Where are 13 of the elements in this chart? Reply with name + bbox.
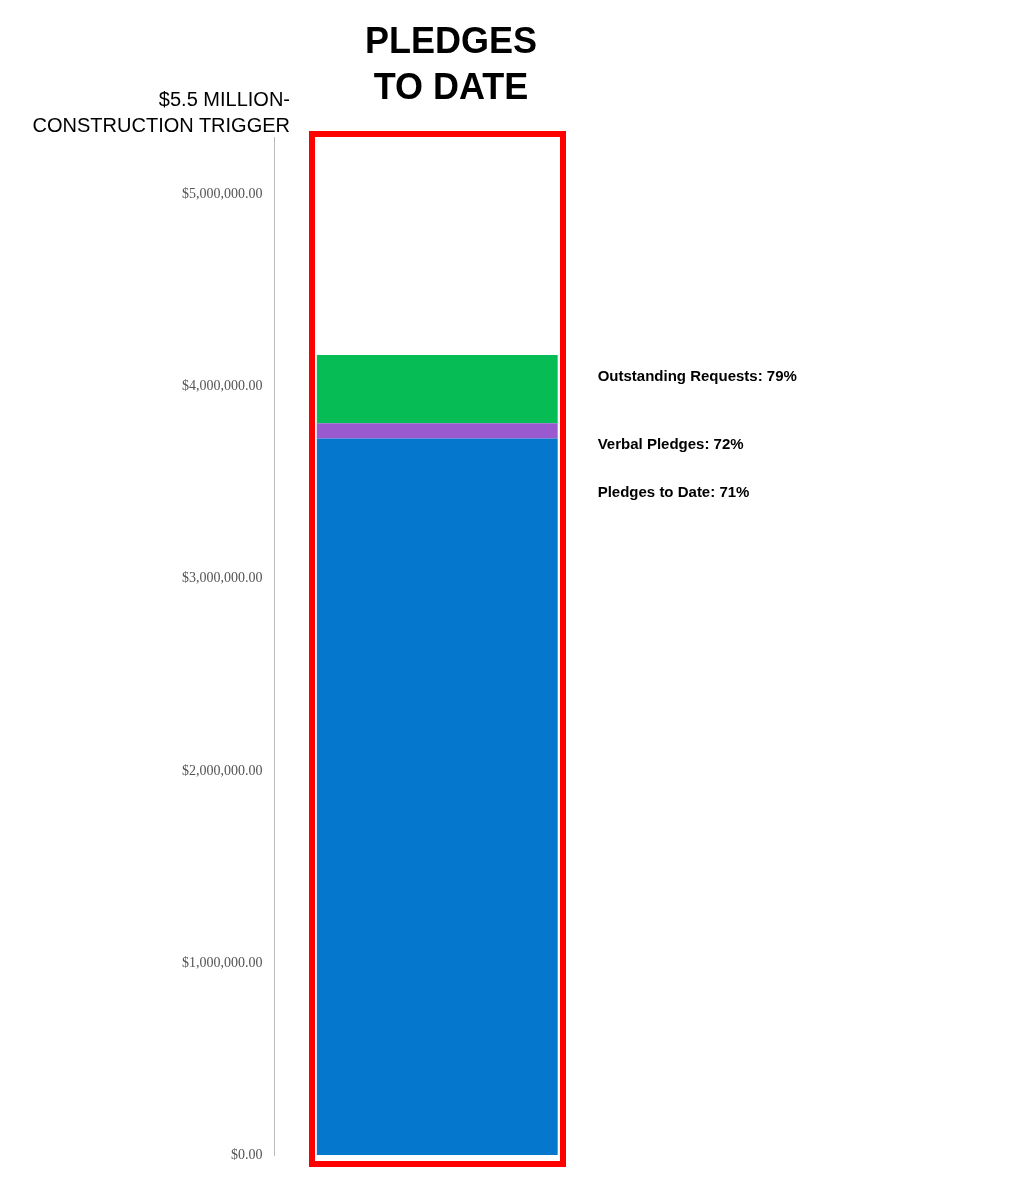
- bar: [316, 355, 558, 424]
- y-tick-label: $0.00: [231, 1146, 263, 1162]
- y-tick-label: $2,000,000.00: [182, 762, 263, 778]
- chart-title: PLEDGES TO DATE: [363, 19, 538, 109]
- y-tick-label: $1,000,000.00: [182, 954, 263, 970]
- bar: [316, 423, 558, 439]
- y-tick-label: $3,000,000.00: [182, 570, 263, 586]
- text: Verbal Pledges: 72%: [597, 435, 744, 453]
- text: Pledges to Date: 71%: [597, 483, 750, 501]
- y-tick-label: $4,000,000.00: [182, 378, 263, 394]
- y-tick-label: $5,000,000.00: [182, 186, 263, 202]
- text: Outstanding Requests: 79%: [597, 367, 797, 385]
- text: $5.5 MILLION-CONSTRUCTION TRIGGER: [31, 87, 290, 138]
